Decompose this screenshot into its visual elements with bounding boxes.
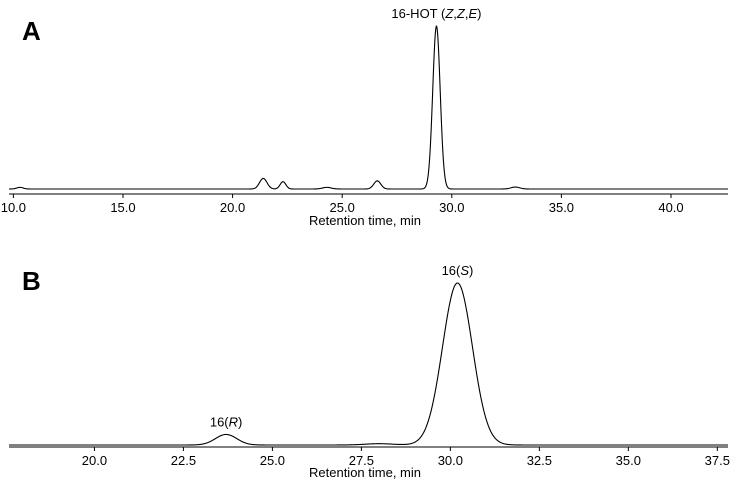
panel-a-tick-label: 40.0 (658, 200, 683, 215)
panel-b-tick-label: 32.5 (527, 453, 552, 468)
panel-a-peak-label: 16-HOT (Z,Z,E) (391, 6, 481, 21)
panel-b-tick-label: 25.0 (260, 453, 285, 468)
panel-b-peak-label: 16(S) (442, 263, 474, 278)
panel-a-trace (9, 25, 728, 190)
panel-b-tick-label: 27.5 (349, 453, 374, 468)
panel-b-letter: B (22, 266, 41, 296)
panel-b-tick-label: 37.5 (705, 453, 730, 468)
panel-a: A 10.0 15.0 20.0 25.0 30.0 35.0 40.0 Retention… (1, 6, 728, 228)
panel-b-tick-label: 22.5 (171, 453, 196, 468)
panel-b-tick-label: 20.0 (82, 453, 107, 468)
panel-a-x-ticks: 10.0 15.0 20.0 25.0 30.0 35.0 40.0 (1, 194, 684, 215)
panel-a-tick-label: 10.0 (1, 200, 26, 215)
panel-a-letter: A (22, 16, 41, 46)
panel-a-tick-label: 35.0 (549, 200, 574, 215)
panel-a-tick-label: 20.0 (220, 200, 245, 215)
panel-a-x-axis-title: Retention time, min (309, 213, 421, 228)
panel-a-annotations: 16-HOT (Z,Z,E) (391, 6, 481, 21)
panel-b: B 20.0 22.5 25.0 27.5 30.0 32.5 35.0 37.5 Reten… (9, 263, 730, 480)
panel-b-trace (9, 282, 728, 446)
panel-b-peak-label: 16(R) (210, 414, 243, 429)
panel-b-x-axis-title: Retention time, min (309, 465, 421, 480)
panel-a-tick-label: 30.0 (439, 200, 464, 215)
panel-b-annotations: 16(R) 16(S) (210, 263, 474, 429)
panel-a-tick-label: 15.0 (110, 200, 135, 215)
panel-b-x-ticks: 20.0 22.5 25.0 27.5 30.0 32.5 35.0 37.5 (82, 447, 730, 468)
panel-a-tick-label: 25.0 (330, 200, 355, 215)
panel-b-tick-label: 35.0 (616, 453, 641, 468)
panel-b-tick-label: 30.0 (438, 453, 463, 468)
